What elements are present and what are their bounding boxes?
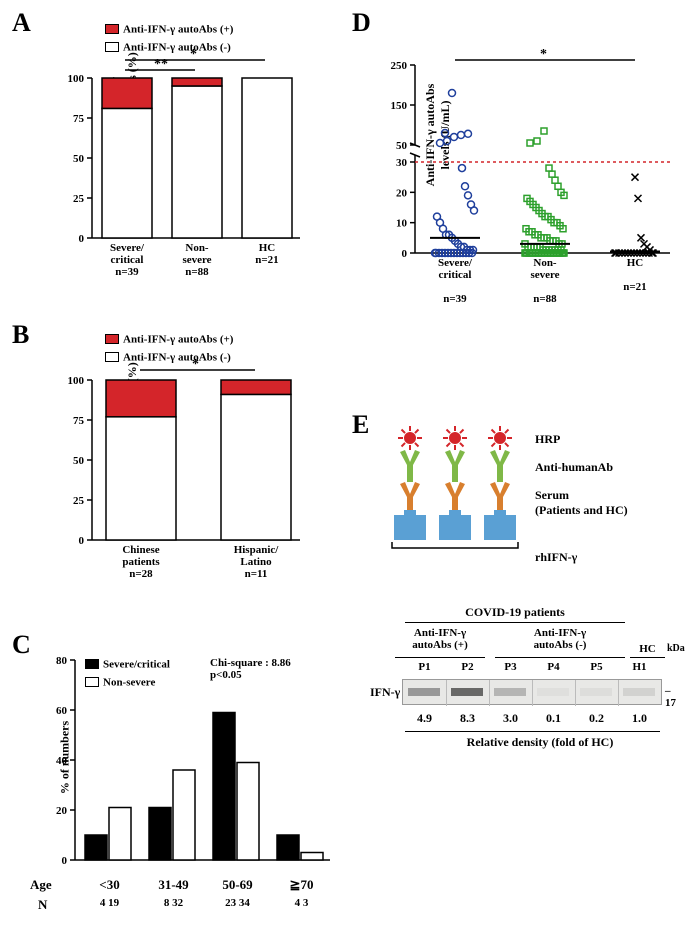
panel-e-wb: COVID-19 patients Anti-IFN-γautoAbs (+) … <box>370 605 680 825</box>
svg-text:0: 0 <box>79 535 85 547</box>
lane-density-4: 0.2 <box>575 711 618 726</box>
kda-label: kDa <box>667 643 685 654</box>
lane-id-3: P4 <box>532 661 575 673</box>
lane-id-1: P2 <box>446 661 489 673</box>
lane-density-5: 1.0 <box>618 711 661 726</box>
svg-text:25: 25 <box>73 193 85 205</box>
scheme-label-1: Anti-humanAb <box>535 460 613 475</box>
lane-density-3: 0.1 <box>532 711 575 726</box>
panel-d-chart: Anti-IFN-γ autoAbslevels (U/mL) 01020305… <box>360 35 680 315</box>
svg-text:*: * <box>190 47 197 62</box>
svg-text:100: 100 <box>68 375 85 387</box>
lane-density-1: 8.3 <box>446 711 489 726</box>
panel-e-scheme: HRP Anti-humanAb Serum(Patients and HC) rhI… <box>380 420 680 590</box>
wb-hc: HC <box>630 643 665 655</box>
wb-title: COVID-19 patients <box>405 605 625 623</box>
svg-text:60: 60 <box>56 705 68 717</box>
svg-text:30: 30 <box>396 157 408 169</box>
lane-id-2: P3 <box>489 661 532 673</box>
svg-text:100: 100 <box>68 73 85 85</box>
svg-text:40: 40 <box>56 755 68 767</box>
n-label: N <box>38 897 47 913</box>
scheme-label-0: HRP <box>535 432 560 447</box>
svg-text:50: 50 <box>396 140 408 152</box>
svg-text:*: * <box>192 357 199 372</box>
wb-group-pos: Anti-IFN-γautoAbs (+) <box>395 627 485 651</box>
svg-text:75: 75 <box>73 113 85 125</box>
scheme-label-3: rhIFN-γ <box>535 550 577 565</box>
panel-a-chart: Anti-IFN-γ autoAbs (+) Anti-IFN-γ autoAb… <box>40 20 320 290</box>
lane-density-0: 4.9 <box>403 711 446 726</box>
lane-id-4: P5 <box>575 661 618 673</box>
svg-text:0: 0 <box>62 855 68 867</box>
svg-text:20: 20 <box>56 805 68 817</box>
scheme-label-2: Serum(Patients and HC) <box>535 488 628 518</box>
age-label: Age <box>30 877 52 893</box>
panel-d-label: D <box>352 8 371 38</box>
panel-b-label: B <box>12 320 29 350</box>
panel-e-label: E <box>352 410 369 440</box>
svg-text:10: 10 <box>396 218 408 230</box>
svg-text:20: 20 <box>396 187 408 199</box>
panel-b-chart: Anti-IFN-γ autoAbs (+) Anti-IFN-γ autoAb… <box>40 330 320 600</box>
mw-label: –17 <box>665 685 680 709</box>
svg-text:150: 150 <box>391 100 408 112</box>
lane-id-0: P1 <box>403 661 446 673</box>
svg-text:75: 75 <box>73 415 85 427</box>
svg-text:*: * <box>540 47 547 62</box>
svg-text:0: 0 <box>402 248 408 260</box>
wb-group-neg: Anti-IFN-γautoAbs (-) <box>495 627 625 651</box>
panel-c-chart: Severe/critical Non-severe Chi-square : … <box>30 645 340 925</box>
lane-density-2: 3.0 <box>489 711 532 726</box>
panel-a-label: A <box>12 8 31 38</box>
panel-c-label: C <box>12 630 31 660</box>
lane-id-5: H1 <box>618 661 661 673</box>
svg-text:0: 0 <box>79 233 85 245</box>
svg-text:250: 250 <box>391 60 408 72</box>
ifn-label: IFN-γ <box>370 685 400 700</box>
svg-text:25: 25 <box>73 495 85 507</box>
svg-text:50: 50 <box>73 455 85 467</box>
density-caption: Relative density (fold of HC) <box>420 735 660 750</box>
svg-text:80: 80 <box>56 655 68 667</box>
svg-text:50: 50 <box>73 153 85 165</box>
